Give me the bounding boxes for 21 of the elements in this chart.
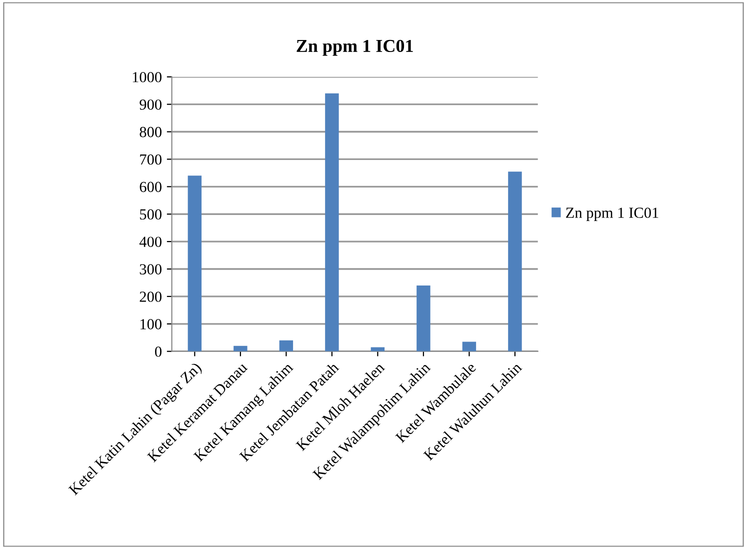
bar [508,172,522,352]
bar [279,340,294,352]
bar [462,342,476,352]
bar [325,93,339,352]
bar [234,346,248,352]
bar [370,347,385,352]
legend-label: Zn ppm 1 IC01 [566,208,658,222]
y-tick-label: 200 [140,292,162,302]
chart-title: Zn ppm 1 IC01 [296,40,413,56]
y-tick-label: 100 [140,319,162,330]
y-tick-label: 300 [140,264,162,274]
y-tick-label: 1000 [132,72,162,82]
y-tick-label: 700 [140,154,162,165]
y-tick-label: 600 [140,182,162,192]
bar [188,176,202,352]
y-tick-label: 0 [155,346,162,357]
y-tick-label: 500 [140,209,162,220]
y-tick-label: 900 [140,99,162,110]
y-tick-label: 800 [140,126,162,138]
y-tick-label: 400 [139,236,162,248]
bar [416,285,430,352]
